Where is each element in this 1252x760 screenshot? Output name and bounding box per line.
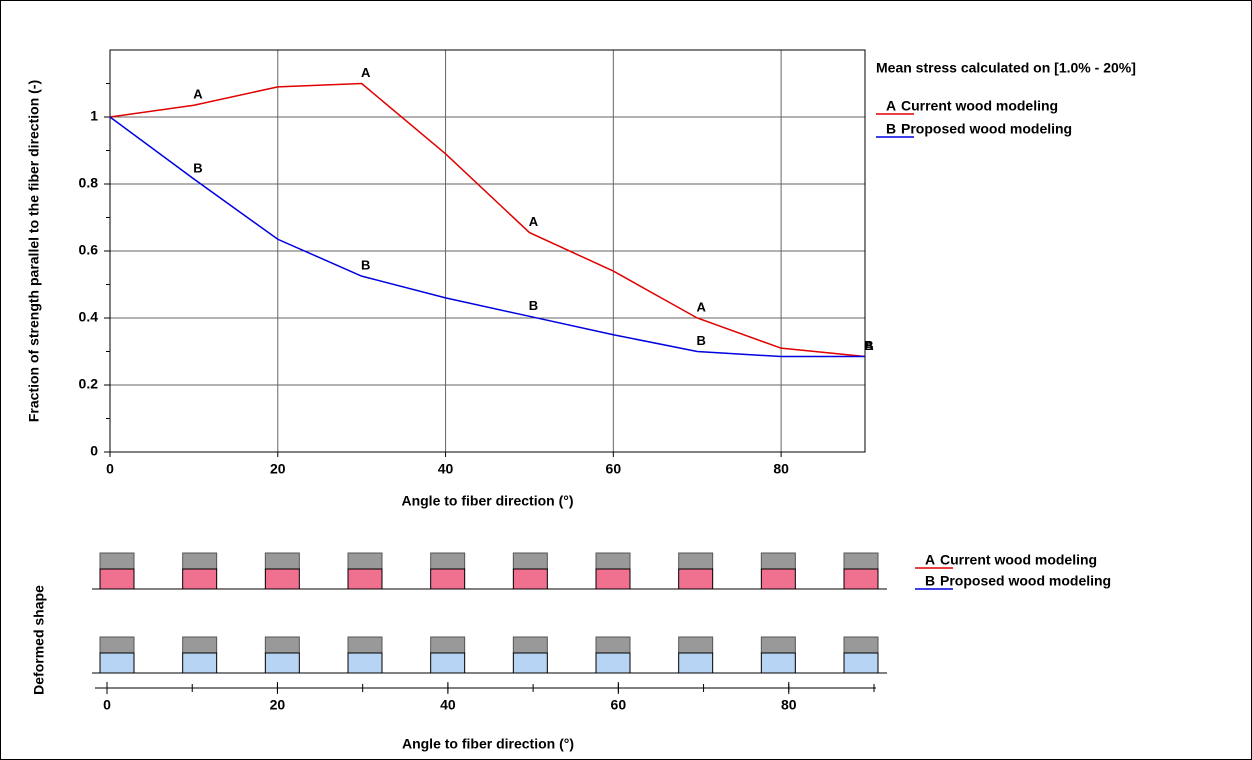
y-tick-label: 1 xyxy=(90,108,98,124)
shape-body xyxy=(430,652,466,674)
shape-cap xyxy=(595,552,631,570)
shape-cap xyxy=(347,636,383,654)
x-tick-label: 80 xyxy=(781,697,797,713)
shape-cap xyxy=(99,552,135,570)
y-tick-label: 0.2 xyxy=(79,376,99,392)
shape-cap xyxy=(512,636,548,654)
y-tick-label: 0.6 xyxy=(79,242,99,258)
shape-cap xyxy=(182,552,218,570)
shape-cap xyxy=(430,552,466,570)
shape-cap xyxy=(264,552,300,570)
x-tick-label: 0 xyxy=(106,461,114,477)
shape-body xyxy=(678,568,714,590)
legend-marker: A xyxy=(925,552,935,568)
x-axis-label: Angle to fiber direction (°) xyxy=(401,493,573,509)
shape-body xyxy=(99,568,135,590)
x-axis-label: Angle to fiber direction (°) xyxy=(402,736,574,752)
line-marker: B xyxy=(697,333,706,348)
shape-body xyxy=(264,568,300,590)
x-tick-label: 40 xyxy=(440,697,456,713)
shape-body xyxy=(430,568,466,590)
shape-cap xyxy=(678,552,714,570)
shape-cap xyxy=(264,636,300,654)
x-tick-label: 80 xyxy=(773,461,789,477)
data-line xyxy=(109,116,865,358)
shape-cap xyxy=(182,636,218,654)
shape-body xyxy=(760,568,796,590)
line-marker: A xyxy=(193,87,203,102)
legend-label: Current wood modeling xyxy=(940,552,1097,568)
shape-body xyxy=(595,568,631,590)
x-tick-label: 20 xyxy=(270,461,286,477)
shape-body xyxy=(512,652,548,674)
x-tick-label: 0 xyxy=(103,697,111,713)
legend-label: Proposed wood modeling xyxy=(901,121,1072,137)
y-tick-label: 0 xyxy=(90,443,98,459)
legend-marker: B xyxy=(886,121,896,137)
shape-body xyxy=(182,652,218,674)
x-tick-label: 60 xyxy=(606,461,622,477)
shape-cap xyxy=(512,552,548,570)
shape-cap xyxy=(595,636,631,654)
line-marker: A xyxy=(361,65,371,80)
shape-cap xyxy=(678,636,714,654)
x-tick-label: 60 xyxy=(611,697,627,713)
line-marker: A xyxy=(697,299,707,314)
x-tick-label: 40 xyxy=(438,461,454,477)
shape-cap xyxy=(430,636,466,654)
line-marker: B xyxy=(361,258,370,273)
legend-label: Proposed wood modeling xyxy=(940,573,1111,589)
shape-body xyxy=(678,652,714,674)
y-tick-label: 0.4 xyxy=(79,309,99,325)
shape-cap xyxy=(760,552,796,570)
shape-cap xyxy=(760,636,796,654)
x-tick-label: 20 xyxy=(270,697,286,713)
data-line xyxy=(109,82,866,358)
line-marker: A xyxy=(529,214,539,229)
legend-title: Mean stress calculated on [1.0% - 20%] xyxy=(876,60,1136,76)
shape-body xyxy=(347,652,383,674)
shape-cap xyxy=(843,552,879,570)
shape-body xyxy=(760,652,796,674)
y-axis-label: Fraction of strength parallel to the fib… xyxy=(26,80,42,422)
y-axis-label: Deformed shape xyxy=(31,585,47,695)
shape-cap xyxy=(99,636,135,654)
shape-body xyxy=(512,568,548,590)
y-tick-label: 0.8 xyxy=(79,175,99,191)
shape-body xyxy=(843,652,879,674)
shape-body xyxy=(264,652,300,674)
shape-cap xyxy=(843,636,879,654)
legend-marker: A xyxy=(886,98,896,114)
legend-marker: B xyxy=(925,573,935,589)
legend-label: Current wood modeling xyxy=(901,98,1058,114)
shape-body xyxy=(182,568,218,590)
line-marker: B xyxy=(864,338,873,353)
shape-cap xyxy=(347,552,383,570)
line-marker: B xyxy=(193,160,202,175)
line-marker: B xyxy=(529,298,538,313)
plot-border xyxy=(109,49,866,453)
line-marker: A xyxy=(864,338,874,353)
shape-body xyxy=(99,652,135,674)
shape-body xyxy=(843,568,879,590)
shape-body xyxy=(595,652,631,674)
shape-body xyxy=(347,568,383,590)
